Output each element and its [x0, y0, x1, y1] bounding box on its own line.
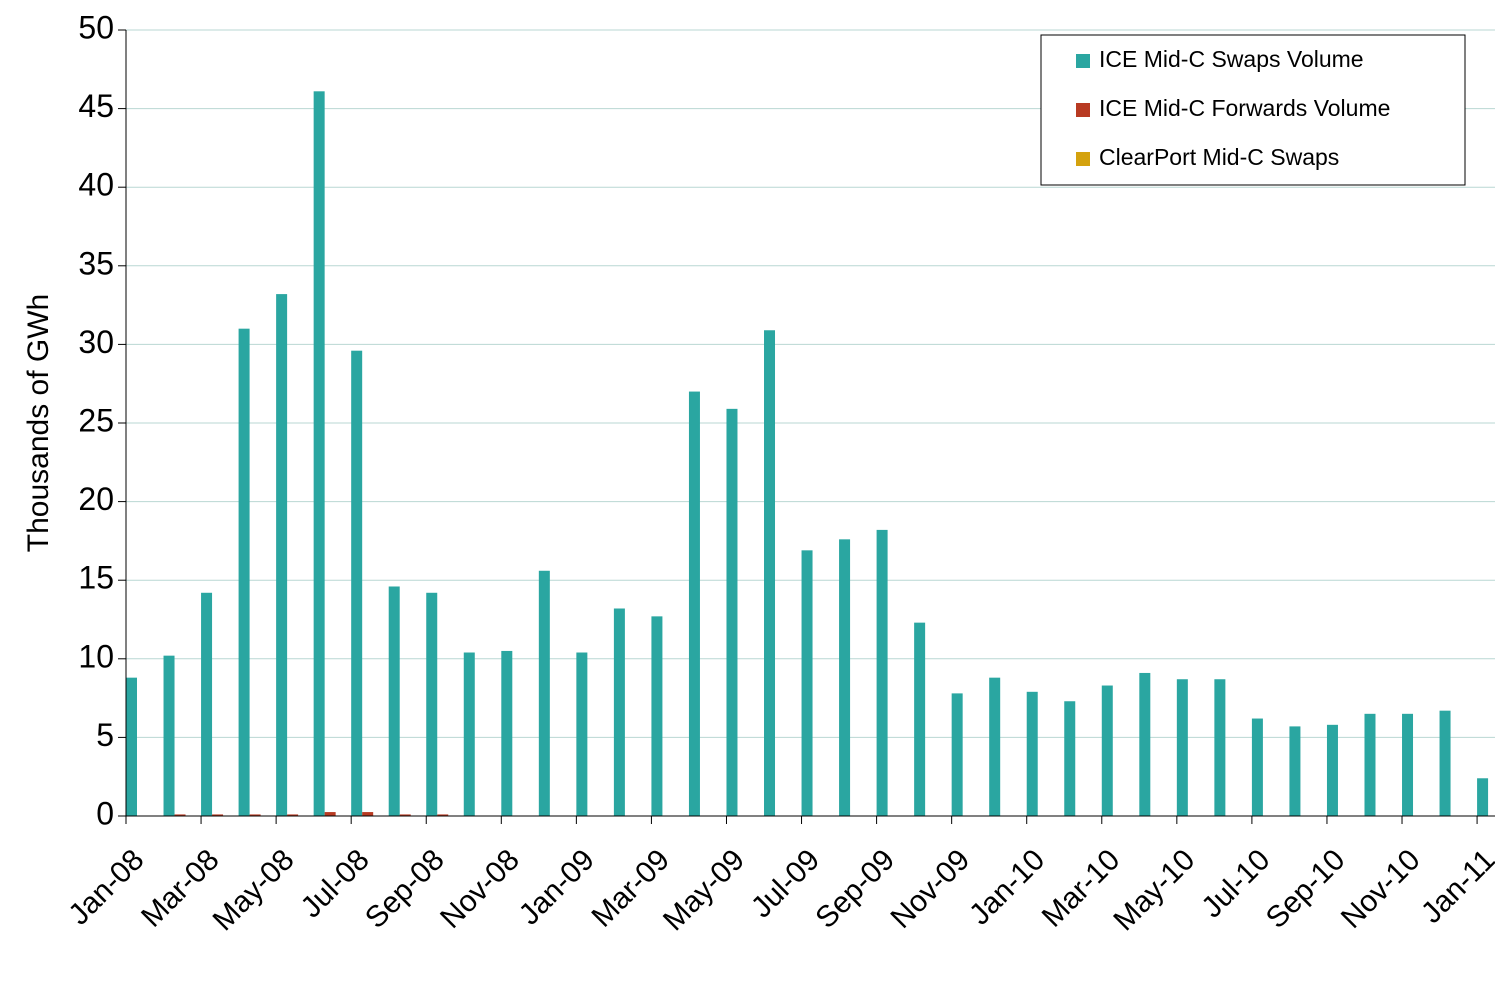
- legend-swatch: [1076, 152, 1090, 166]
- x-tick-label: Jan-08: [62, 843, 150, 931]
- bar: [651, 616, 663, 816]
- bar: [801, 550, 813, 816]
- x-tick-label: Nov-09: [884, 843, 976, 935]
- bar: [249, 814, 261, 816]
- bar: [174, 814, 186, 816]
- bar: [764, 330, 776, 816]
- bar: [126, 677, 137, 816]
- bar: [951, 693, 963, 816]
- y-tick-label: 5: [96, 717, 114, 753]
- bar: [313, 91, 325, 817]
- bar: [839, 539, 851, 816]
- y-tick-label: 15: [78, 560, 114, 596]
- bar: [212, 814, 224, 816]
- legend-label: ICE Mid-C Swaps Volume: [1099, 46, 1364, 72]
- bar: [163, 655, 175, 816]
- legend-label: ClearPort Mid-C Swaps: [1099, 144, 1339, 170]
- x-tick-label: Sep-09: [809, 843, 901, 935]
- bar: [1214, 679, 1226, 816]
- bar: [1026, 691, 1038, 816]
- bar: [688, 391, 700, 816]
- bar: [351, 350, 363, 816]
- bar: [399, 814, 411, 816]
- bar: [437, 814, 449, 816]
- bar: [538, 570, 550, 816]
- bar: [287, 814, 299, 816]
- bar: [1101, 685, 1113, 816]
- bar: [989, 677, 1001, 816]
- bar: [1402, 713, 1414, 816]
- x-tick-label: May-10: [1107, 843, 1201, 937]
- y-tick-label: 10: [78, 638, 114, 674]
- y-tick-label: 0: [96, 795, 114, 831]
- y-axis-title: Thousands of GWh: [22, 294, 55, 552]
- bar: [1064, 701, 1076, 816]
- bar: [1477, 778, 1489, 816]
- bar: [201, 592, 213, 816]
- bar: [1139, 672, 1151, 816]
- legend-label: ICE Mid-C Forwards Volume: [1099, 95, 1390, 121]
- bar: [362, 812, 374, 816]
- bar: [1364, 713, 1376, 816]
- bar: [576, 652, 588, 816]
- y-tick-label: 35: [78, 245, 114, 281]
- bar: [238, 328, 250, 816]
- x-tick-label: May-08: [207, 843, 301, 937]
- bar: [726, 408, 738, 816]
- y-tick-label: 20: [78, 481, 114, 517]
- bar: [276, 294, 288, 816]
- bar: [463, 652, 475, 816]
- x-tick-label: Jan-10: [963, 843, 1051, 931]
- bar: [914, 622, 926, 816]
- bar: [1176, 679, 1188, 816]
- legend-box: [1040, 34, 1466, 186]
- x-tick-label: Sep-08: [359, 843, 451, 935]
- y-tick-label: 30: [78, 324, 114, 360]
- bar: [1326, 724, 1338, 816]
- x-tick-label: Jan-11: [1415, 843, 1495, 930]
- bar: [1289, 726, 1301, 816]
- bar: [876, 529, 888, 816]
- x-tick-label: Jan-09: [513, 843, 601, 931]
- y-tick-label: 25: [78, 402, 114, 438]
- y-tick-label: 40: [78, 167, 114, 203]
- x-tick-label: Nov-08: [434, 843, 526, 935]
- x-tick-label: Nov-10: [1335, 843, 1427, 935]
- x-tick-label: May-09: [657, 843, 751, 937]
- bar: [501, 650, 513, 816]
- bar: [324, 812, 336, 816]
- bar: [426, 592, 438, 816]
- y-tick-label: 50: [78, 9, 114, 45]
- legend-swatch: [1076, 103, 1090, 117]
- bar: [613, 608, 625, 816]
- bar: [388, 586, 400, 816]
- y-tick-label: 45: [78, 88, 114, 124]
- bar: [1251, 718, 1263, 816]
- legend-swatch: [1076, 54, 1090, 68]
- bar: [1439, 710, 1451, 816]
- x-tick-label: Sep-10: [1260, 843, 1352, 935]
